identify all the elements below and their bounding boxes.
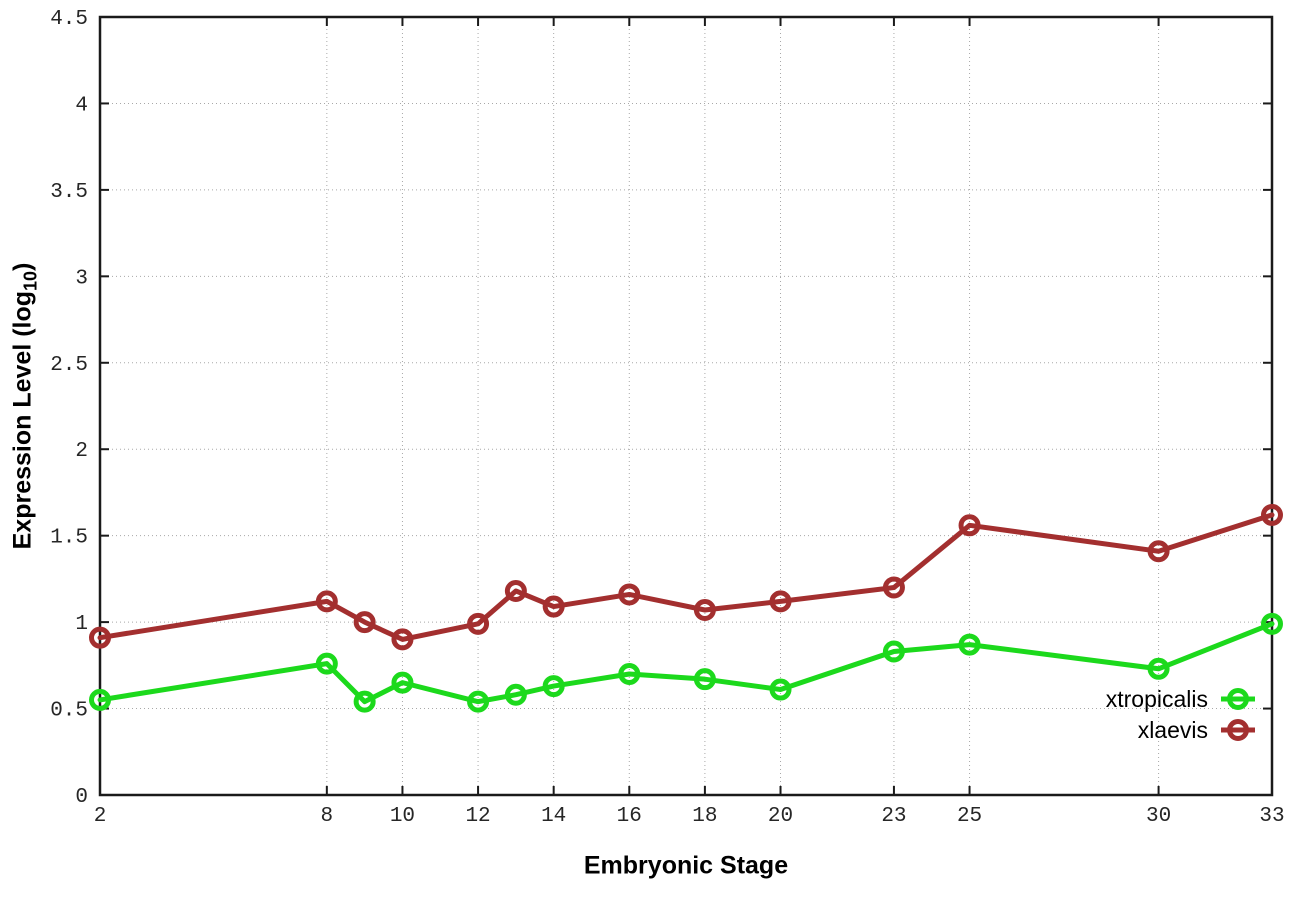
y-tick-label: 3 — [75, 267, 88, 290]
legend-item-xlaevis: xlaevis — [1106, 717, 1258, 743]
series-xtropicalis-point — [769, 678, 792, 701]
x-tick-label: 16 — [617, 805, 642, 828]
y-axis-title: Expression Level (log10) — [9, 263, 42, 550]
series-xtropicalis-point — [1261, 612, 1283, 635]
series-xtropicalis-point — [353, 690, 376, 713]
y-axis-title-text: Expression Level (log — [8, 290, 37, 550]
legend-item-xtropicalis: xtropicalis — [1106, 686, 1258, 712]
series-xlaevis-point — [1261, 503, 1283, 526]
y-axis-title-close: ) — [8, 262, 37, 271]
series-xlaevis-point — [391, 628, 414, 651]
series-xlaevis-point — [353, 611, 376, 634]
y-tick-label: 2.5 — [50, 354, 88, 377]
series-xlaevis-point — [467, 612, 490, 635]
legend: xtropicalis xlaevis — [1106, 686, 1258, 743]
x-tick-label: 25 — [957, 805, 982, 828]
x-tick-label: 18 — [692, 805, 717, 828]
series-xtropicalis-point — [504, 683, 527, 706]
y-tick-label: 0 — [75, 786, 88, 809]
y-tick-label: 0.5 — [50, 700, 88, 723]
x-tick-label: 8 — [321, 805, 334, 828]
series-xlaevis-point — [89, 626, 111, 649]
series-xtropicalis-point — [391, 671, 414, 694]
y-tick-label: 4.5 — [50, 8, 88, 31]
legend-label-xlaevis: xlaevis — [1137, 716, 1208, 743]
series-xtropicalis-point — [315, 652, 338, 675]
x-axis-title: Embryonic Stage — [583, 851, 789, 880]
x-tick-label: 23 — [881, 805, 906, 828]
plot-border — [98, 15, 1274, 797]
xtropicalis-line-marker-icon — [1221, 688, 1255, 710]
y-tick-label: 1.5 — [50, 527, 88, 550]
y-tick-label: 3.5 — [50, 181, 88, 204]
series-xlaevis-line — [97, 512, 1275, 642]
series-xtropicalis-point — [958, 633, 981, 656]
series-xtropicalis-point — [618, 662, 641, 685]
series-xtropicalis-line — [97, 621, 1275, 705]
series-xtropicalis-point — [542, 675, 565, 698]
series-xlaevis-point — [882, 576, 905, 599]
series-xlaevis-point — [618, 583, 641, 606]
series-xtropicalis-point — [1147, 657, 1170, 680]
y-tick-label: 4 — [75, 94, 88, 117]
y-tick-label: 2 — [75, 440, 88, 463]
legend-label-xtropicalis: xtropicalis — [1105, 685, 1208, 712]
y-tick-label: 1 — [75, 613, 88, 636]
x-tick-label: 30 — [1146, 805, 1171, 828]
series-xtropicalis-point — [693, 668, 716, 691]
series-xlaevis-point — [958, 514, 981, 537]
series-xlaevis-point — [504, 579, 527, 602]
x-tick-label: 10 — [390, 805, 415, 828]
x-tick-label: 33 — [1259, 805, 1284, 828]
series-xlaevis-point — [315, 590, 338, 613]
series-xlaevis-point — [769, 590, 792, 613]
y-axis-title-subscript: 10 — [20, 270, 41, 291]
series-xtropicalis-point — [89, 688, 111, 711]
series-xlaevis-point — [1147, 540, 1170, 563]
series-xlaevis-point — [693, 599, 716, 622]
x-tick-label: 14 — [541, 805, 566, 828]
series-xtropicalis-point — [882, 640, 905, 663]
x-tick-label: 2 — [94, 805, 107, 828]
series-xlaevis-point — [542, 595, 565, 618]
series-xtropicalis-point — [467, 690, 490, 713]
xlaevis-line-marker-icon — [1221, 719, 1255, 741]
x-tick-label: 20 — [768, 805, 793, 828]
x-tick-label: 12 — [465, 805, 490, 828]
